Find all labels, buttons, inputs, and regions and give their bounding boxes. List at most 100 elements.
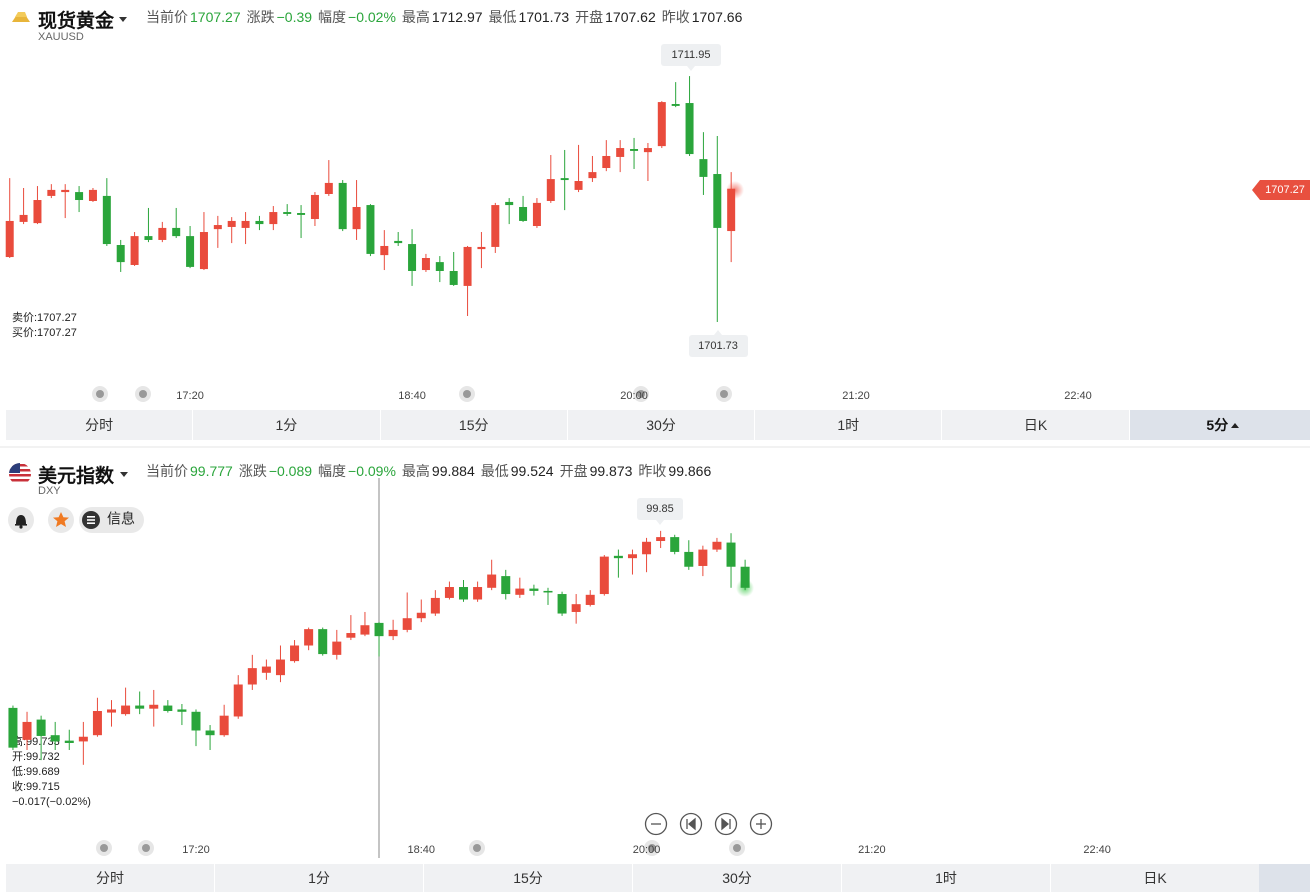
candle-body [463, 246, 472, 286]
tab[interactable]: 1分 [214, 864, 423, 892]
candle-body [402, 618, 412, 630]
stat: 幅度 −0.09% [318, 461, 396, 481]
bell-button[interactable] [8, 507, 34, 533]
stat: 开盘 1707.62 [575, 7, 656, 27]
candle-body [290, 645, 300, 662]
stats: 当前价 99.777 涨跌 −0.089 幅度 −0.09% 最高 99.884 最低 99.52… [146, 461, 711, 481]
tab[interactable]: 日K [941, 410, 1128, 440]
stats: 当前价 1707.27 涨跌 −0.39 幅度 −0.02% 最高 1712.97 最低 1701… [146, 7, 742, 27]
candle-body [627, 554, 637, 559]
candle-body [713, 174, 722, 228]
stat-label: 最高 [401, 463, 430, 479]
candle-body [740, 566, 750, 588]
tab[interactable]: 15分 [379, 410, 567, 440]
title[interactable]: 美元指数 [38, 466, 115, 487]
flag-icon [9, 463, 31, 485]
candle-body [213, 225, 222, 230]
stat: 最高 1712.97 [402, 7, 483, 27]
tab[interactable]: 5分 [1128, 410, 1310, 440]
callout [689, 335, 748, 357]
candle-body [241, 220, 250, 228]
stat-value: −0.09% [348, 463, 396, 479]
candle-body [172, 227, 181, 237]
stat-label: 涨跌 [246, 9, 275, 25]
candle-body [727, 188, 736, 232]
callout-pointer [687, 66, 695, 71]
stat-value: −0.089 [268, 463, 313, 479]
candle-body [219, 715, 229, 736]
candle-body [699, 159, 708, 177]
candle-body [459, 587, 469, 600]
stat-label: 幅度 [318, 463, 347, 479]
candle-body [430, 597, 440, 614]
tab[interactable]: 30分 [566, 410, 754, 440]
caret[interactable] [119, 17, 127, 22]
candle-body [130, 236, 139, 265]
candles [5, 76, 736, 323]
zoom-controls[interactable] [644, 812, 773, 836]
divider [0, 446, 1310, 448]
title[interactable]: 现货黄金 [38, 11, 115, 32]
candle-body [19, 214, 28, 222]
callout-pointer [656, 520, 664, 525]
info-button[interactable]: 信息 [79, 507, 144, 533]
stat-label: 昨收 [661, 9, 690, 25]
candles [8, 530, 750, 765]
candle-body [374, 622, 384, 637]
candle-body [473, 587, 483, 600]
candle-body [310, 194, 319, 220]
candle-body [366, 205, 375, 254]
candle-body [275, 659, 285, 676]
tab[interactable]: 15分 [423, 864, 632, 892]
stat-label: 涨跌 [238, 463, 267, 479]
candle-body [199, 232, 208, 270]
stat-value: −0.39 [276, 9, 313, 25]
candle-body [477, 246, 486, 250]
candle-body [144, 236, 153, 240]
tab[interactable]: 1时 [754, 410, 941, 440]
candle-body [191, 711, 201, 731]
stat: 当前价 99.777 [146, 461, 233, 481]
tab-bar: 分时 1分 15分 30分 1时 日K [6, 864, 1310, 892]
candle-body [557, 594, 567, 614]
candle-body [352, 206, 361, 230]
tooltip-line: −0.017(−0.02%) [12, 796, 91, 808]
candle-body [491, 205, 500, 247]
candle-body [599, 556, 609, 595]
tab[interactable]: 1时 [841, 864, 1050, 892]
candle-body [102, 195, 111, 245]
callout-pointer [714, 330, 722, 335]
stat-value: 1712.97 [431, 9, 483, 25]
candle-body [519, 206, 528, 221]
stat-value: 1707.27 [190, 9, 241, 25]
stat-value: 99.524 [510, 463, 554, 479]
candle-body [269, 212, 278, 225]
event-markers[interactable] [92, 386, 745, 856]
quote: 买价:1707.27 [12, 326, 77, 339]
info-label: 信息 [107, 511, 135, 527]
candle-body [394, 240, 403, 244]
star-button[interactable] [48, 507, 74, 533]
stat: 最低 1701.73 [489, 7, 570, 27]
candle-body [324, 182, 333, 194]
candle-body [444, 587, 454, 598]
candle-body [135, 705, 145, 709]
candle-body [656, 537, 666, 542]
candle-body [574, 181, 583, 190]
caret[interactable] [120, 472, 128, 477]
tab[interactable]: 日K [1050, 864, 1259, 892]
tab[interactable]: 分时 [85, 417, 114, 433]
candle-body [585, 594, 595, 605]
tab[interactable]: 1分 [192, 410, 379, 440]
candle-body [449, 270, 458, 285]
candle-body [107, 709, 117, 713]
candle-body [177, 709, 187, 712]
price-tag-label: 1707.27 [1265, 184, 1305, 196]
candle-body [255, 220, 264, 225]
candle-body [318, 629, 328, 655]
tab[interactable]: 分时 [96, 870, 124, 886]
stat: 当前价 1707.27 [146, 7, 241, 27]
tab[interactable]: 30分 [632, 864, 841, 892]
candle-body [121, 705, 131, 715]
stat-label: 最高 [401, 9, 430, 25]
